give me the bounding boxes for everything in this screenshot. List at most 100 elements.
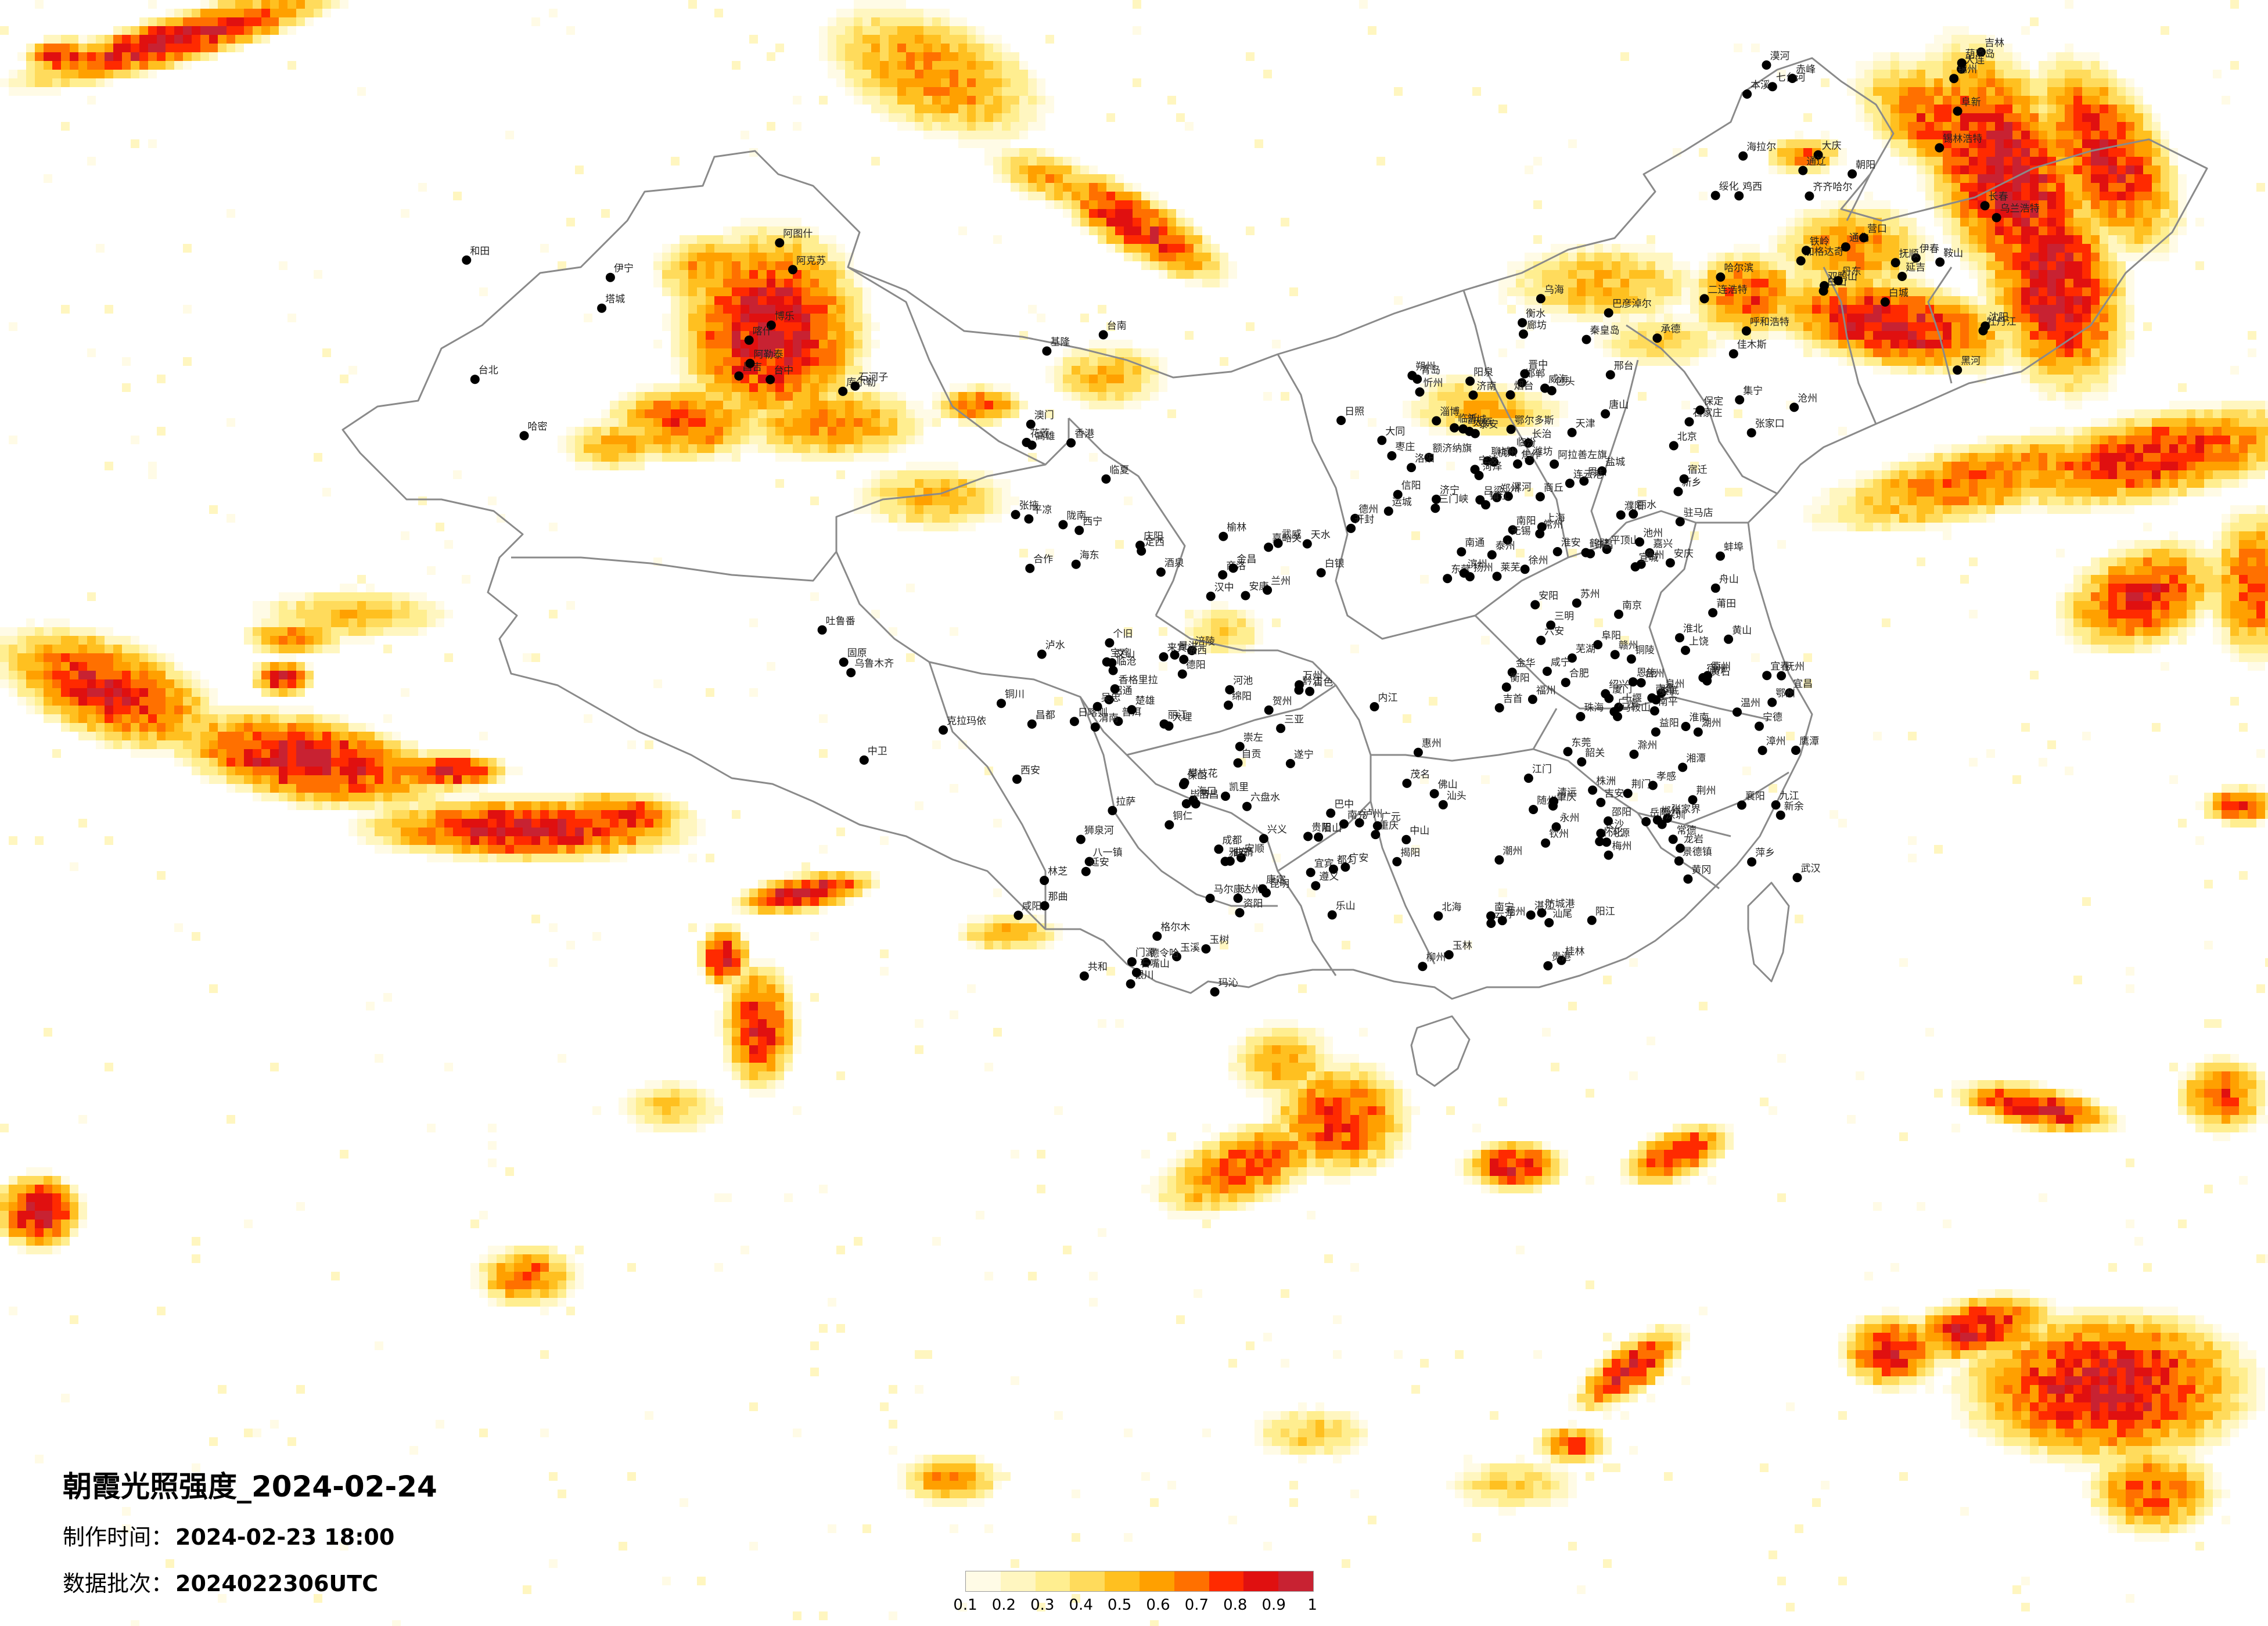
heat-cell	[1925, 523, 1934, 531]
heat-cell	[1777, 540, 1786, 549]
heat-cell	[906, 427, 915, 436]
heat-cell	[1220, 261, 1228, 270]
heat-cell	[741, 261, 749, 270]
heat-cell	[2004, 279, 2012, 287]
heat-cell	[1803, 270, 1812, 279]
heat-cell	[2012, 183, 2021, 192]
heat-cell	[1098, 340, 1106, 348]
heat-cell	[1899, 314, 1908, 322]
heat-cell	[1072, 192, 1080, 200]
heat-cell	[2056, 549, 2065, 557]
heat-cell	[2073, 218, 2082, 226]
heat-cell	[1864, 226, 1873, 235]
heat-cell	[2021, 87, 2030, 96]
heat-cell	[714, 401, 723, 409]
heat-cell	[1917, 305, 1925, 314]
heat-cell	[1106, 401, 1115, 409]
heat-cell	[1002, 409, 1011, 418]
heat-cell	[2265, 627, 2268, 636]
heat-cell	[680, 436, 688, 444]
heat-cell	[828, 401, 836, 409]
heat-cell	[1899, 105, 1908, 113]
heat-cell	[984, 52, 993, 61]
heat-cell	[209, 44, 218, 52]
heat-cell	[2178, 601, 2187, 610]
heat-cell	[714, 253, 723, 261]
heat-cell	[819, 287, 828, 296]
heat-cell	[2161, 627, 2169, 636]
heat-cell	[941, 52, 950, 61]
heat-cell	[1080, 192, 1089, 200]
heat-cell	[148, 653, 157, 662]
heat-cell	[1185, 122, 1194, 131]
heat-cell	[1629, 244, 1638, 253]
heat-cell	[2039, 253, 2047, 261]
heat-cell	[1594, 618, 1603, 627]
heat-cell	[1124, 340, 1133, 348]
heat-cell	[2073, 279, 2082, 287]
heat-cell	[741, 305, 749, 314]
heat-cell	[880, 470, 889, 479]
heat-cell	[2039, 488, 2047, 497]
heat-cell	[2030, 470, 2039, 479]
heat-cell	[1978, 61, 1986, 70]
heat-cell	[2248, 653, 2256, 662]
heat-cell	[1847, 479, 1856, 488]
heat-cell	[993, 157, 1002, 166]
heat-cell	[706, 270, 714, 279]
heat-cell	[758, 261, 767, 270]
heat-cell	[810, 383, 819, 392]
heat-cell	[1098, 392, 1106, 401]
heat-cell	[793, 331, 801, 340]
heat-cell	[2056, 235, 2065, 244]
heat-cell	[706, 253, 714, 261]
heat-cell	[845, 17, 854, 26]
heat-cell	[1045, 200, 1054, 209]
heat-cell	[2073, 584, 2082, 592]
heat-cell	[1899, 340, 1908, 348]
heat-cell	[854, 17, 862, 26]
heat-cell	[2065, 148, 2073, 157]
heat-cell	[2126, 566, 2134, 575]
heat-cell	[2030, 17, 2039, 26]
heat-cell	[723, 296, 732, 305]
heat-cell	[183, 26, 192, 35]
heat-cell	[1533, 253, 1542, 261]
heat-cell	[1786, 226, 1795, 235]
heat-cell	[932, 105, 941, 113]
heat-cell	[584, 453, 592, 462]
heat-cell	[793, 235, 801, 244]
heat-cell	[2030, 209, 2039, 218]
heat-cell	[1960, 453, 1969, 462]
heat-cell	[1150, 209, 1159, 218]
heat-cell	[1176, 235, 1185, 244]
heat-cell	[906, 418, 915, 427]
heat-cell	[810, 331, 819, 340]
heat-cell	[1769, 166, 1777, 174]
heat-cell	[1995, 279, 2004, 287]
heat-cell	[2222, 636, 2230, 645]
heat-cell	[279, 261, 287, 270]
heat-cell	[1969, 470, 1978, 479]
heat-cell	[714, 261, 723, 270]
heat-cell	[2161, 418, 2169, 427]
heat-cell	[2134, 557, 2143, 566]
heat-cell	[871, 444, 880, 453]
heat-cell	[923, 35, 932, 44]
heat-cell	[2047, 139, 2056, 148]
heat-cell	[1699, 270, 1708, 279]
heat-cell	[2073, 444, 2082, 453]
heat-cell	[1115, 226, 1124, 235]
heat-cell	[1803, 505, 1812, 514]
heat-cell	[2100, 366, 2108, 375]
heat-cell	[1708, 322, 1716, 331]
heat-cell	[1446, 383, 1455, 392]
heat-cell	[819, 296, 828, 305]
heat-cell	[993, 479, 1002, 488]
heat-cell	[1237, 618, 1246, 627]
heat-cell	[871, 436, 880, 444]
heat-cell	[706, 688, 714, 697]
heat-cell	[1943, 479, 1951, 488]
heat-cell	[697, 235, 706, 244]
heat-cell	[923, 418, 932, 427]
